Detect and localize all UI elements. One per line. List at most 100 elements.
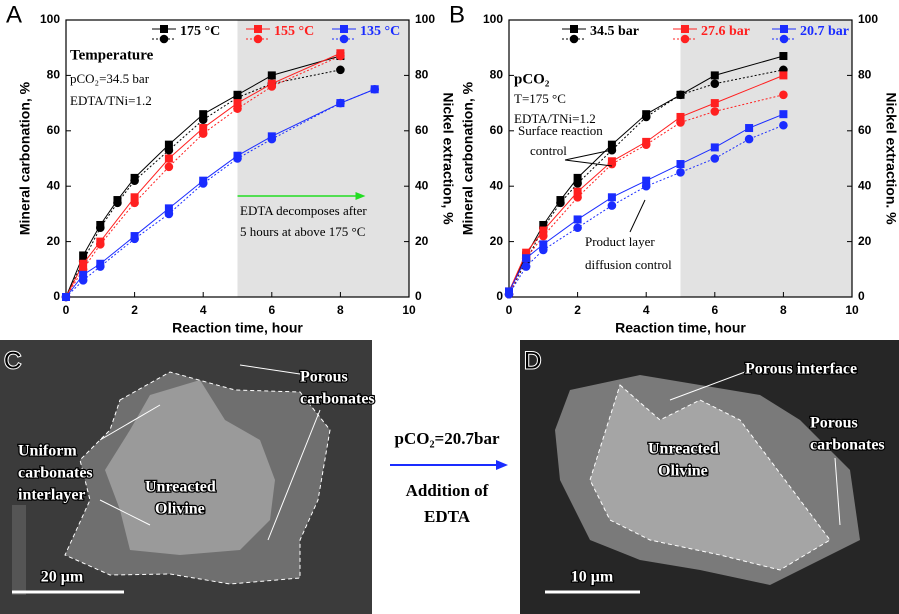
nickel-point bbox=[336, 99, 345, 108]
image-callout: Unreacted bbox=[648, 441, 719, 458]
nickel-point bbox=[779, 90, 788, 99]
panel-label: C bbox=[4, 347, 21, 374]
x-tick-label: 4 bbox=[643, 303, 650, 317]
y-tick-label: 0 bbox=[53, 289, 60, 303]
x-tick-label: 2 bbox=[574, 303, 581, 317]
nickel-point bbox=[711, 79, 720, 88]
carbonation-point bbox=[779, 71, 787, 79]
x-tick-label: 8 bbox=[780, 303, 787, 317]
nickel-point bbox=[233, 154, 242, 163]
y-tick-label: 20 bbox=[47, 234, 61, 248]
legend-square bbox=[681, 25, 689, 33]
image-callout: Porous bbox=[810, 415, 858, 432]
nickel-point bbox=[556, 199, 565, 208]
legend-circle bbox=[254, 35, 263, 44]
note: diffusion control bbox=[585, 257, 672, 272]
panel-label: D bbox=[524, 347, 541, 374]
annotation: Temperature bbox=[70, 47, 154, 63]
nickel-point bbox=[113, 199, 122, 208]
image-callout: Uniform bbox=[18, 443, 77, 460]
x-tick-label: 8 bbox=[337, 303, 344, 317]
shaded-region bbox=[681, 20, 853, 297]
nickel-point bbox=[676, 90, 685, 99]
legend-square bbox=[570, 25, 578, 33]
process-condition: pCO₂=20.7bar bbox=[395, 429, 500, 448]
nickel-point bbox=[96, 262, 105, 271]
nickel-point bbox=[711, 107, 720, 116]
nickel-point bbox=[573, 193, 582, 202]
nickel-point bbox=[676, 118, 685, 127]
callout-line bbox=[565, 150, 612, 160]
nickel-point bbox=[642, 140, 651, 149]
legend-label: 135 °C bbox=[360, 24, 400, 39]
nickel-point bbox=[370, 85, 379, 94]
y2-axis-label: Nickel extraction, % bbox=[440, 92, 456, 225]
nickel-point bbox=[608, 201, 617, 210]
nickel-point bbox=[96, 223, 105, 232]
nickel-point bbox=[130, 199, 139, 208]
nickel-point bbox=[522, 262, 531, 271]
carbonation-point bbox=[711, 71, 719, 79]
image-callout: Olivine bbox=[658, 463, 708, 480]
image-callout: carbonates bbox=[300, 391, 375, 408]
panel-label: B bbox=[449, 1, 465, 28]
carbonation-point bbox=[165, 155, 173, 163]
nickel-point bbox=[199, 115, 208, 124]
sem-speck bbox=[12, 505, 26, 595]
y2-tick-label: 60 bbox=[858, 123, 872, 137]
note: EDTA decomposes after bbox=[240, 203, 367, 218]
nickel-point bbox=[199, 129, 208, 138]
nickel-point bbox=[130, 235, 139, 244]
legend-circle bbox=[780, 35, 789, 44]
callout-line bbox=[565, 160, 612, 166]
annotation: EDTA/TNi=1.2 bbox=[70, 93, 152, 108]
annotation: T=175 °C bbox=[514, 91, 566, 106]
y-tick-label: 80 bbox=[490, 68, 504, 82]
y-tick-label: 100 bbox=[40, 12, 60, 26]
carbonation-point bbox=[779, 52, 787, 60]
y-tick-label: 100 bbox=[483, 12, 503, 26]
legend-square bbox=[254, 25, 262, 33]
legend-circle bbox=[570, 35, 579, 44]
annotation: pCO₂ bbox=[514, 71, 550, 87]
x-tick-label: 10 bbox=[402, 303, 416, 317]
nickel-point bbox=[96, 240, 105, 249]
legend-circle bbox=[340, 35, 349, 44]
nickel-point bbox=[711, 154, 720, 163]
x-axis-label: Reaction time, hour bbox=[172, 320, 303, 336]
nickel-point bbox=[268, 82, 277, 91]
nickel-point bbox=[676, 168, 685, 177]
note: control bbox=[530, 143, 567, 158]
nickel-point bbox=[233, 104, 242, 113]
nickel-point bbox=[539, 246, 548, 255]
legend-label: 27.6 bar bbox=[701, 24, 750, 39]
nickel-point bbox=[165, 210, 174, 219]
nickel-point bbox=[642, 182, 651, 191]
process-action: Addition of bbox=[406, 481, 489, 500]
x-tick-label: 2 bbox=[131, 303, 138, 317]
process-action: EDTA bbox=[424, 507, 471, 526]
nickel-point bbox=[505, 290, 514, 299]
legend-square bbox=[340, 25, 348, 33]
carbonation-point bbox=[268, 71, 276, 79]
carbonation-point bbox=[608, 193, 616, 201]
legend-circle bbox=[681, 35, 690, 44]
process-arrow-head bbox=[496, 460, 508, 470]
annotation: pCO₂=34.5 bar bbox=[70, 71, 150, 86]
y-axis-label: Mineral carbonation, % bbox=[17, 81, 33, 235]
image-callout: Olivine bbox=[155, 501, 205, 518]
y-axis-label: Mineral carbonation, % bbox=[460, 81, 476, 235]
nickel-point bbox=[199, 179, 208, 188]
nickel-point bbox=[336, 66, 345, 75]
y2-tick-label: 40 bbox=[858, 178, 872, 192]
y2-tick-label: 60 bbox=[415, 123, 429, 137]
note: Product layer bbox=[585, 234, 655, 249]
carbonation-point bbox=[522, 254, 530, 262]
y2-tick-label: 20 bbox=[858, 234, 872, 248]
legend-square bbox=[160, 25, 168, 33]
y-tick-label: 60 bbox=[47, 123, 61, 137]
nickel-point bbox=[62, 293, 71, 302]
carbonation-point bbox=[779, 110, 787, 118]
legend-circle bbox=[160, 35, 169, 44]
callout-line bbox=[630, 200, 645, 232]
